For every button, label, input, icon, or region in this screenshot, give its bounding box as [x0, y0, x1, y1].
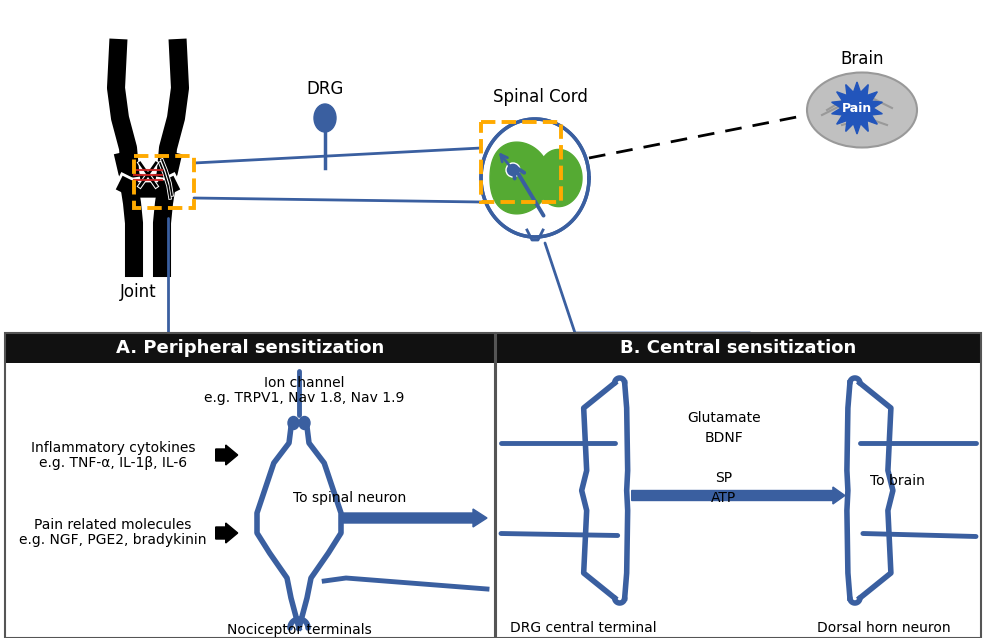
Text: DRG central terminal: DRG central terminal	[510, 621, 657, 635]
Bar	[5, 333, 495, 363]
Text: To brain: To brain	[871, 474, 925, 488]
FancyArrow shape	[343, 509, 487, 527]
Bar	[496, 333, 981, 363]
Text: Joint: Joint	[119, 283, 157, 301]
Text: Pain: Pain	[842, 101, 873, 114]
Text: SP: SP	[716, 471, 733, 485]
Text: ATP: ATP	[711, 491, 737, 505]
Bar	[134, 156, 194, 208]
Text: DRG: DRG	[307, 80, 344, 98]
FancyArrow shape	[216, 523, 238, 543]
Text: Brain: Brain	[840, 50, 883, 68]
Text: Dorsal horn neuron: Dorsal horn neuron	[817, 621, 951, 635]
Text: B. Central sensitization: B. Central sensitization	[620, 339, 857, 357]
Text: Inflammatory cytokines: Inflammatory cytokines	[31, 441, 195, 455]
FancyArrow shape	[216, 445, 238, 465]
Bar	[5, 363, 495, 638]
Text: e.g. TRPV1, Nav 1.8, Nav 1.9: e.g. TRPV1, Nav 1.8, Nav 1.9	[204, 391, 404, 405]
Polygon shape	[831, 82, 882, 134]
Ellipse shape	[314, 104, 336, 132]
Ellipse shape	[288, 417, 299, 429]
Ellipse shape	[506, 163, 520, 177]
Text: Glutamate: Glutamate	[687, 411, 761, 425]
Bar	[496, 363, 981, 638]
Ellipse shape	[807, 73, 917, 147]
Text: Nociceptor terminals: Nociceptor terminals	[227, 623, 372, 637]
Bar	[496, 333, 981, 638]
Bar	[481, 122, 561, 202]
Polygon shape	[527, 173, 543, 183]
Text: BDNF: BDNF	[705, 431, 743, 445]
Ellipse shape	[299, 417, 310, 429]
Text: Spinal Cord: Spinal Cord	[493, 88, 588, 106]
Text: e.g. NGF, PGE2, bradykinin: e.g. NGF, PGE2, bradykinin	[19, 533, 206, 547]
Bar	[5, 333, 495, 638]
Text: Pain related molecules: Pain related molecules	[35, 518, 191, 532]
Text: A. Peripheral sensitization: A. Peripheral sensitization	[116, 339, 385, 357]
Text: To spinal neuron: To spinal neuron	[294, 491, 406, 505]
Text: e.g. TNF-α, IL-1β, IL-6: e.g. TNF-α, IL-1β, IL-6	[38, 456, 187, 470]
Polygon shape	[490, 142, 550, 214]
FancyArrow shape	[632, 487, 845, 504]
Polygon shape	[481, 119, 589, 237]
Text: Ion channel: Ion channel	[263, 376, 344, 390]
Polygon shape	[538, 149, 582, 207]
